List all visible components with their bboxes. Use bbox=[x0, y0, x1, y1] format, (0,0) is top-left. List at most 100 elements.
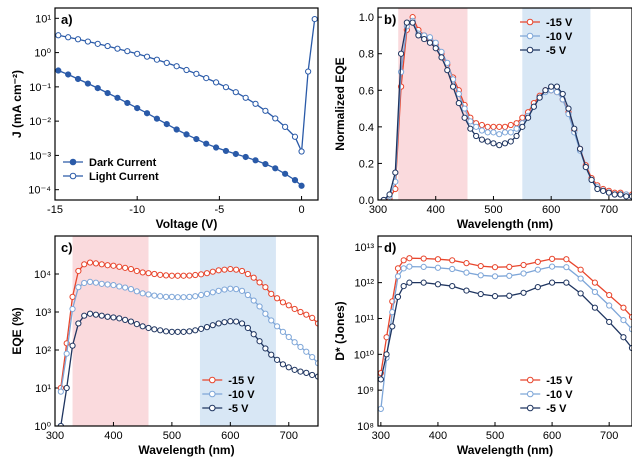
data-point bbox=[127, 265, 135, 273]
legend-label: -10 V bbox=[546, 389, 573, 401]
data-point bbox=[272, 115, 279, 122]
data-point bbox=[548, 263, 556, 270]
data-point bbox=[94, 40, 101, 47]
data-point bbox=[563, 256, 570, 263]
data-point bbox=[394, 265, 402, 272]
legend-marker bbox=[526, 46, 534, 54]
data-point bbox=[162, 328, 170, 335]
data-point bbox=[279, 328, 287, 335]
data-point bbox=[250, 274, 257, 281]
data-point bbox=[473, 132, 480, 140]
data-point bbox=[591, 304, 598, 311]
data-point bbox=[168, 272, 175, 279]
data-point bbox=[139, 269, 146, 276]
data-point bbox=[104, 89, 111, 97]
data-point bbox=[139, 323, 146, 330]
data-point bbox=[378, 376, 384, 383]
data-point bbox=[252, 100, 259, 107]
data-point bbox=[420, 255, 427, 262]
data-point bbox=[285, 302, 292, 309]
series-group bbox=[55, 15, 318, 189]
legend-label: Light Current bbox=[89, 171, 159, 183]
legend-marker bbox=[208, 390, 216, 398]
data-point bbox=[98, 312, 105, 319]
data-point bbox=[409, 19, 416, 26]
legend-marker bbox=[208, 376, 216, 384]
y-tick-label: 0.0 bbox=[359, 195, 374, 207]
data-point bbox=[81, 312, 88, 319]
data-point bbox=[406, 255, 413, 262]
data-point bbox=[506, 263, 513, 270]
data-point bbox=[507, 129, 514, 136]
data-point bbox=[309, 371, 316, 379]
data-point bbox=[69, 305, 76, 313]
data-point bbox=[524, 114, 532, 121]
data-point bbox=[628, 313, 632, 321]
data-point bbox=[180, 272, 187, 279]
data-point bbox=[163, 59, 170, 67]
data-point bbox=[65, 71, 72, 78]
data-point bbox=[279, 361, 287, 368]
y-tick-label: 10¹⁰ bbox=[354, 349, 375, 361]
x-tick-label: -15 bbox=[47, 204, 63, 216]
data-point bbox=[542, 87, 549, 94]
data-point bbox=[173, 126, 180, 133]
data-point bbox=[186, 328, 193, 335]
data-point bbox=[124, 99, 131, 107]
data-point bbox=[242, 94, 249, 101]
data-point bbox=[400, 265, 407, 272]
data-point bbox=[394, 273, 402, 280]
data-point bbox=[291, 366, 298, 373]
series-line bbox=[380, 265, 632, 409]
data-point bbox=[467, 125, 474, 132]
y-axis-label: D* (Jones) bbox=[333, 301, 347, 360]
legend-marker bbox=[526, 376, 534, 384]
x-axis-label: Wavelength (nm) bbox=[138, 443, 234, 457]
data-point bbox=[193, 70, 200, 77]
data-point bbox=[594, 185, 601, 193]
data-point bbox=[209, 289, 216, 296]
data-point bbox=[507, 121, 514, 129]
data-point bbox=[81, 261, 88, 268]
data-point bbox=[183, 66, 190, 74]
data-point bbox=[153, 56, 161, 63]
data-point bbox=[114, 45, 121, 52]
data-point bbox=[506, 272, 513, 279]
data-point bbox=[628, 193, 632, 200]
data-point bbox=[496, 123, 503, 130]
data-point bbox=[400, 283, 407, 290]
data-point bbox=[282, 123, 289, 130]
data-point bbox=[513, 125, 520, 132]
y-tick-label: 10⁸ bbox=[357, 421, 374, 433]
y-tick-label: 10¹³ bbox=[354, 242, 374, 254]
data-point bbox=[133, 288, 140, 295]
data-point bbox=[484, 138, 491, 145]
data-point bbox=[232, 89, 239, 96]
data-point bbox=[145, 324, 152, 332]
data-point bbox=[262, 107, 269, 114]
data-point bbox=[449, 283, 456, 290]
x-tick-label: 500 bbox=[163, 430, 181, 442]
data-point bbox=[520, 261, 527, 269]
data-point bbox=[198, 325, 205, 332]
data-point bbox=[501, 140, 509, 147]
data-point bbox=[238, 287, 246, 294]
data-point bbox=[122, 284, 129, 291]
data-point bbox=[104, 281, 111, 288]
x-tick-label: 700 bbox=[280, 430, 298, 442]
panel-label: a) bbox=[61, 12, 73, 27]
data-point bbox=[222, 84, 230, 91]
data-point bbox=[250, 331, 257, 338]
data-point bbox=[606, 291, 613, 299]
data-point bbox=[397, 68, 405, 76]
y-axis-label: EQE (%) bbox=[10, 307, 24, 354]
legend-marker bbox=[208, 404, 216, 412]
data-point bbox=[591, 288, 598, 296]
data-point bbox=[484, 123, 491, 130]
data-point bbox=[139, 290, 146, 297]
data-point bbox=[463, 260, 470, 267]
data-point bbox=[606, 318, 613, 326]
data-point bbox=[582, 163, 589, 171]
data-point bbox=[153, 115, 161, 122]
data-point bbox=[272, 165, 279, 172]
